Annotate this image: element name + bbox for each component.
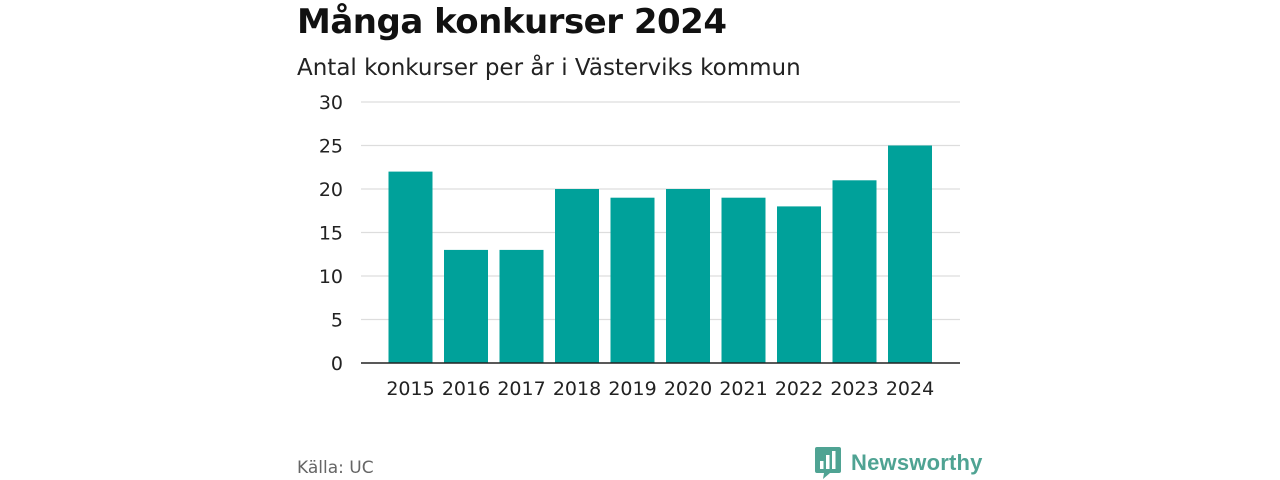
x-axis-ticks: 2015 2016 2017 2018 2019 2020 2021 2022 2023 2024 (386, 378, 934, 400)
bar-2019 (610, 197, 655, 363)
bar-2023 (832, 180, 877, 363)
bar-2021 (721, 197, 766, 363)
bars (388, 145, 932, 363)
x-tick-label: 2024 (886, 378, 934, 400)
brand-logo: Newsworthy (815, 447, 983, 479)
x-tick-label: 2020 (664, 378, 712, 400)
brand-name: Newsworthy (851, 450, 983, 475)
newsworthy-logo-icon (815, 447, 841, 479)
y-tick-label: 20 (319, 179, 343, 201)
x-tick-label: 2015 (386, 378, 434, 400)
x-tick-label: 2019 (608, 378, 656, 400)
y-tick-label: 5 (331, 310, 343, 332)
x-tick-label: 2022 (775, 378, 823, 400)
bar-2015 (388, 171, 433, 363)
source-note: Källa: UC (297, 458, 374, 478)
y-tick-label: 30 (319, 92, 343, 114)
bar-2024 (888, 145, 932, 363)
x-tick-label: 2017 (497, 378, 545, 400)
chart-subtitle: Antal konkurser per år i Västerviks komm… (297, 55, 801, 81)
y-tick-label: 25 (319, 136, 343, 158)
bar-2017 (499, 249, 544, 363)
y-tick-label: 15 (319, 223, 343, 245)
x-tick-label: 2023 (830, 378, 878, 400)
x-tick-label: 2018 (553, 378, 601, 400)
x-tick-label: 2016 (442, 378, 490, 400)
bar-2020 (666, 189, 710, 363)
chart-title: Många konkurser 2024 (297, 2, 727, 42)
bar-2018 (555, 189, 599, 363)
y-tick-label: 0 (331, 353, 343, 375)
y-axis-ticks: 0 5 10 15 20 25 30 (319, 92, 343, 375)
x-tick-label: 2021 (719, 378, 767, 400)
bar-2016 (444, 249, 488, 363)
bar-2022 (777, 206, 821, 363)
y-tick-label: 10 (319, 266, 343, 288)
